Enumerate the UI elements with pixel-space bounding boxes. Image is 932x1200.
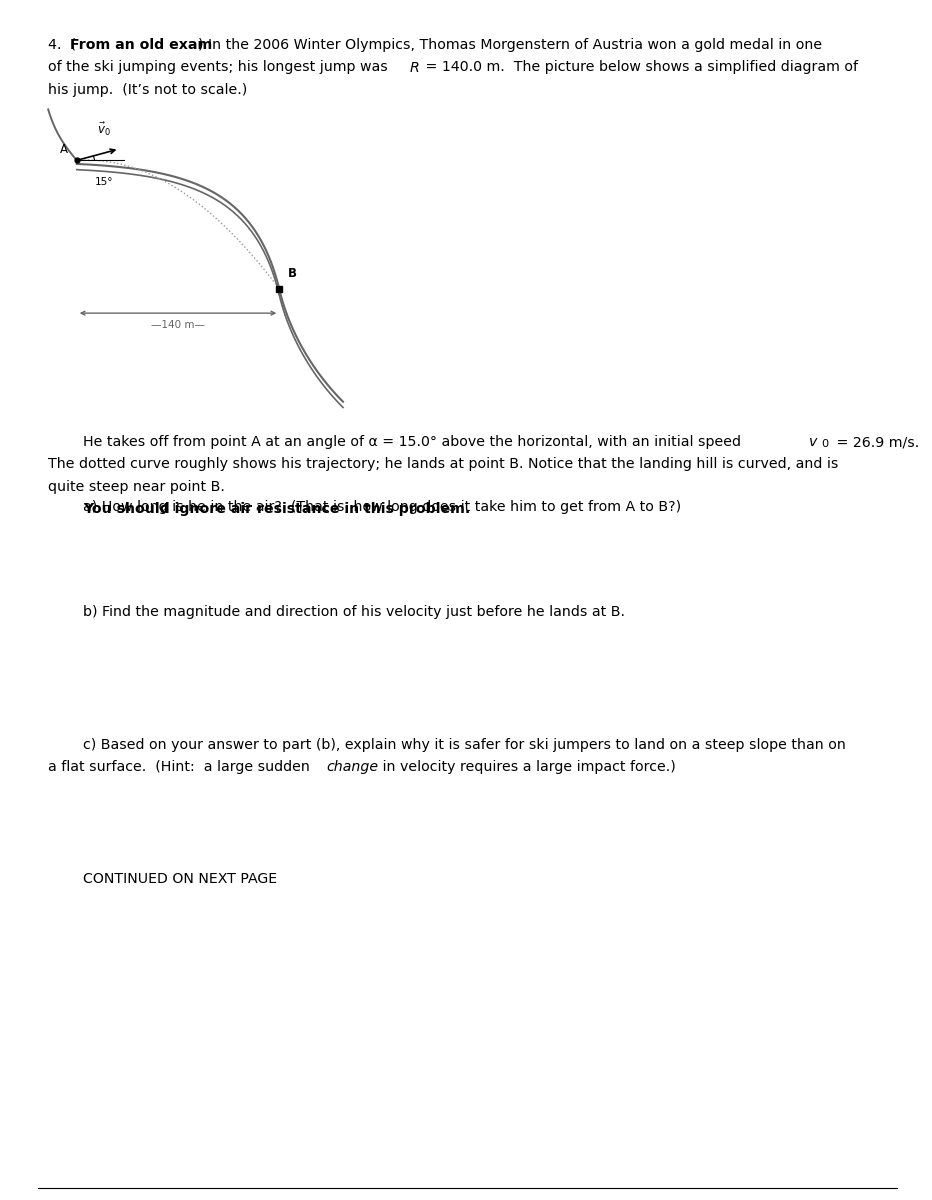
Text: 4.  (: 4. ( [48, 38, 76, 52]
Text: From an old exam: From an old exam [70, 38, 212, 52]
Text: c) Based on your answer to part (b), explain why it is safer for ski jumpers to : c) Based on your answer to part (b), exp… [83, 738, 846, 752]
Text: a) How long is he in the air?  (That is, how long does it take him to get from A: a) How long is he in the air? (That is, … [83, 500, 681, 514]
Text: b) Find the magnitude and direction of his velocity just before he lands at B.: b) Find the magnitude and direction of h… [83, 605, 625, 619]
Text: = 140.0 m.  The picture below shows a simplified diagram of: = 140.0 m. The picture below shows a sim… [421, 60, 858, 74]
Text: a flat surface.  (Hint:  a large sudden: a flat surface. (Hint: a large sudden [48, 761, 314, 774]
Text: ) In the 2006 Winter Olympics, Thomas Morgenstern of Austria won a gold medal in: ) In the 2006 Winter Olympics, Thomas Mo… [198, 38, 822, 52]
Text: in velocity requires a large impact force.): in velocity requires a large impact forc… [378, 761, 676, 774]
Text: The dotted curve roughly shows his trajectory; he lands at point B. Notice that : The dotted curve roughly shows his traje… [48, 457, 839, 472]
Text: —140 m—: —140 m— [151, 319, 205, 330]
Text: $\vec{v}_0$: $\vec{v}_0$ [98, 120, 111, 138]
Text: B: B [288, 266, 297, 280]
Text: v: v [809, 434, 817, 449]
Text: his jump.  (It’s not to scale.): his jump. (It’s not to scale.) [48, 83, 247, 97]
Text: R: R [410, 60, 420, 74]
Text: 0: 0 [821, 439, 829, 449]
Text: = 26.9 m/s.: = 26.9 m/s. [832, 434, 919, 449]
Text: A: A [60, 143, 68, 156]
Text: You should ignore air resistance in this problem.: You should ignore air resistance in this… [83, 503, 471, 516]
Text: CONTINUED ON NEXT PAGE: CONTINUED ON NEXT PAGE [83, 872, 277, 886]
Text: of the ski jumping events; his longest jump was: of the ski jumping events; his longest j… [48, 60, 392, 74]
Text: change: change [326, 761, 378, 774]
Text: 15°: 15° [95, 178, 114, 187]
Text: quite steep near point B.: quite steep near point B. [48, 480, 225, 494]
Text: He takes off from point A at an angle of α = 15.0° above the horizontal, with an: He takes off from point A at an angle of… [83, 434, 746, 449]
